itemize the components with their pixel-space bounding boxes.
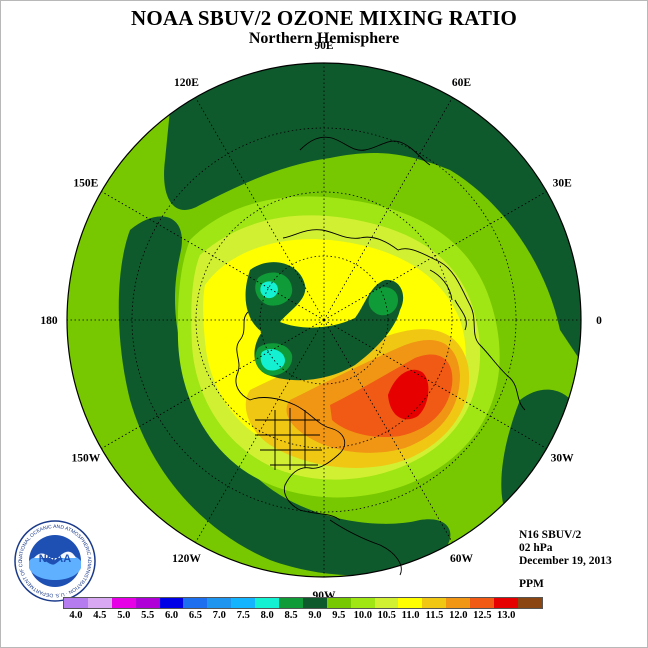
colorbar-swatch [446, 598, 471, 608]
longitude-label: 60E [452, 77, 472, 89]
colorbar-tick-label: 11.5 [425, 610, 444, 621]
meridian-line [195, 319, 325, 543]
colorbar-swatch [350, 598, 375, 608]
colorbar-swatch [494, 598, 518, 608]
page-subtitle: Northern Hemisphere [248, 30, 400, 47]
colorbar-swatch [422, 598, 447, 608]
colorbar-tick-label: 4.5 [93, 610, 107, 621]
colorbar-tick-label: 5.5 [141, 610, 155, 621]
hemisphere-edge [66, 62, 582, 578]
page-title: NOAA SBUV/2 OZONE MIXING RATIO [131, 6, 517, 30]
longitude-label: 90E [314, 40, 334, 52]
pressure-level-label: 02 hPa [519, 542, 553, 554]
longitude-label: 30E [553, 178, 573, 190]
colorbar-swatch [87, 598, 112, 608]
colorbar-tick-label: 7.0 [212, 610, 226, 621]
colorbar-tick-label: 11.0 [401, 610, 420, 621]
colorbar-swatch [183, 598, 208, 608]
unit-label: PPM [519, 578, 544, 590]
colorbar-swatch [326, 598, 351, 608]
colorbar-swatch [279, 598, 303, 608]
date-label: December 19, 2013 [519, 555, 612, 567]
colorbar [63, 597, 543, 609]
colorbar-swatch [64, 598, 88, 608]
longitude-label: 0 [596, 315, 602, 327]
colorbar-swatch [231, 598, 256, 608]
colorbar-swatch [374, 598, 399, 608]
coastlines [235, 136, 526, 576]
colorbar-tick-label: 10.0 [353, 610, 372, 621]
meridian-line [323, 319, 547, 449]
colorbar-swatch [135, 598, 160, 608]
longitude-label: 180 [40, 315, 58, 327]
colorbar-swatch [398, 598, 423, 608]
colorbar-tick-label: 13.0 [496, 610, 516, 621]
colorbar-swatch [111, 598, 136, 608]
satellite-label: N16 SBUV/2 [519, 529, 582, 541]
colorbar-swatch [207, 598, 232, 608]
colorbar-tick-label: 9.5 [332, 610, 346, 621]
colorbar-tick-label: 5.0 [117, 610, 131, 621]
meridian-line [323, 191, 547, 321]
meridian-line [323, 319, 453, 543]
colorbar-tick-label: 8.5 [284, 610, 298, 621]
colorbar-tick-label: 8.0 [260, 610, 274, 621]
longitude-label: 150W [71, 453, 100, 465]
noaa-logo: NATIONAL OCEANIC AND ATMOSPHERIC ADMINIS… [14, 520, 96, 602]
meridian-line [323, 97, 453, 321]
meridian-line [101, 319, 325, 449]
longitude-label: 150E [73, 178, 98, 190]
field-13p0 [388, 369, 429, 420]
field-8p0-b [260, 349, 285, 371]
colorbar-tick-label: 10.5 [377, 610, 396, 621]
meridian-line [195, 97, 325, 321]
colorbar-tick-label: 12.0 [449, 610, 468, 621]
longitude-label: 60W [450, 553, 474, 565]
colorbar-tick-label: 6.5 [188, 610, 202, 621]
colorbar-tick-label: 7.5 [236, 610, 250, 621]
longitude-label: 30W [551, 453, 575, 465]
meridian-line [101, 191, 325, 321]
field-9p0-band-west [118, 216, 451, 576]
colorbar-swatch [255, 598, 280, 608]
colorbar-tick-label: 9.0 [308, 610, 322, 621]
colorbar-tick-label: 12.5 [473, 610, 492, 621]
longitude-label: 120E [174, 77, 199, 89]
colorbar-tick-label: 4.0 [69, 610, 83, 621]
colorbar-swatch [302, 598, 327, 608]
colorbar-tick-label: 6.0 [164, 610, 179, 621]
colorbar-swatch [159, 598, 184, 608]
longitude-label: 120W [172, 553, 201, 565]
field-9p0-band-north [164, 63, 581, 360]
graticule [67, 63, 581, 577]
field-8p5-c [368, 287, 398, 316]
colorbar-swatch [470, 598, 495, 608]
svg-text:NOAA: NOAA [39, 553, 71, 565]
colorbar-swatch [517, 598, 542, 608]
